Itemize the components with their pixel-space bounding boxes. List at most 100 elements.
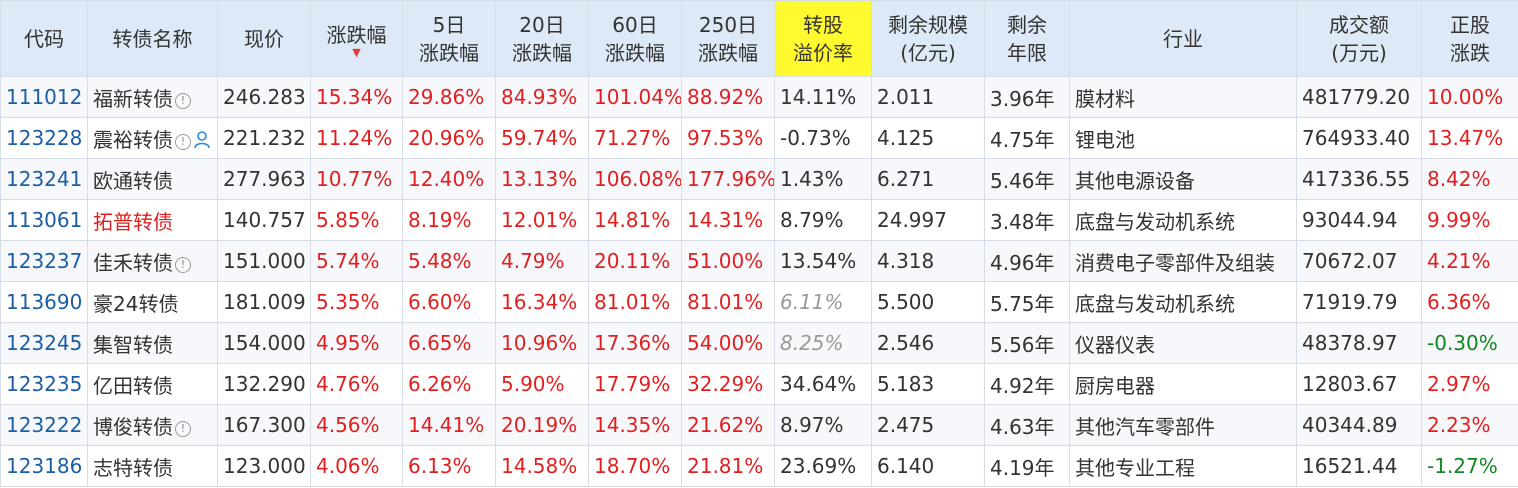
cell-name[interactable]: 志特转债 (87, 445, 218, 487)
cell-code[interactable]: 123186 (0, 445, 88, 487)
cell-value: 仪器仪表 (1075, 332, 1155, 357)
cell-premium: 13.54% (774, 240, 872, 282)
cell-code[interactable]: 113061 (0, 199, 88, 241)
cell-code[interactable]: 111012 (0, 76, 88, 118)
cell-industry: 其他汽车零部件 (1069, 404, 1297, 446)
cell-code[interactable]: 123237 (0, 240, 88, 282)
column-header-label: 行业 (1163, 26, 1203, 51)
cell-name[interactable]: 集智转债 (87, 322, 218, 364)
cell-turnover: 93044.94 (1296, 199, 1422, 241)
column-header-label: 正股 涨跌 (1450, 12, 1490, 65)
cell-code[interactable]: 123245 (0, 322, 88, 364)
cell-premium: 14.11% (774, 76, 872, 118)
table-row[interactable]: 123237 佳禾转债! 151.000 5.74% 5.48% 4.79% 20.11% 5… (0, 240, 1518, 282)
info-circle-icon[interactable]: ! (175, 256, 191, 273)
cell-name[interactable]: 震裕转债! (87, 117, 218, 159)
cell-value: -0.73% (780, 126, 851, 150)
cell-code[interactable]: 123222 (0, 404, 88, 446)
cell-chg20: 16.34% (495, 281, 589, 323)
cell-value: 97.53% (687, 126, 764, 150)
cell-value: 4.56% (316, 413, 380, 437)
table-row[interactable]: 113690 豪24转债 181.009 5.35% 6.60% 16.34% 81.01%… (0, 281, 1518, 323)
person-icon[interactable] (194, 130, 210, 149)
cell-value: -0.30% (1427, 331, 1498, 355)
cell-value: 54.00% (687, 331, 764, 355)
table-row[interactable]: 123222 博俊转债! 167.300 4.56% 14.41% 20.19% 14.35… (0, 404, 1518, 446)
cell-value: 123186 (6, 454, 83, 478)
column-header-stock-chg[interactable]: 正股 涨跌 (1421, 0, 1518, 77)
column-header-chg5[interactable]: 5日 涨跌幅 (402, 0, 496, 77)
cell-scale: 6.271 (871, 158, 985, 200)
cell-name[interactable]: 亿田转债 (87, 363, 218, 405)
table-row[interactable]: 123235 亿田转债 132.290 4.76% 6.26% 5.90% 17.79% 32… (0, 363, 1518, 405)
cell-value: 5.85% (316, 208, 380, 232)
column-header-label: 250日 涨跌幅 (698, 12, 758, 65)
cell-value: 6.271 (877, 167, 935, 191)
cell-chg5: 6.65% (402, 322, 496, 364)
cell-value: 14.11% (780, 85, 857, 109)
column-header-name[interactable]: 转债名称 (87, 0, 218, 77)
bond-name-label: 佳禾转债 (93, 250, 173, 275)
cell-premium: 1.43% (774, 158, 872, 200)
bond-name-label: 志特转债 (93, 455, 173, 480)
column-header-chg[interactable]: 涨跌幅 ▼ (310, 0, 403, 77)
column-header-years[interactable]: 剩余 年限 (984, 0, 1070, 77)
cell-value: 101.04% (594, 85, 682, 109)
cell-years: 4.63年 (984, 404, 1070, 446)
table-row[interactable]: 113061 拓普转债 140.757 5.85% 8.19% 12.01% 14.81% 1… (0, 199, 1518, 241)
sort-desc-icon[interactable]: ▼ (352, 45, 361, 59)
table-row[interactable]: 123228 震裕转债! 221.232 11.24% 20.96% 59.74% 71.2… (0, 117, 1518, 159)
column-header-scale[interactable]: 剩余规模 (亿元) (871, 0, 985, 77)
table-row[interactable]: 111012 福新转债! 246.283 15.34% 29.86% 84.93% 101.… (0, 76, 1518, 118)
cell-value: 8.19% (408, 208, 472, 232)
cell-price: 167.300 (217, 404, 311, 446)
info-circle-icon[interactable]: ! (175, 133, 191, 150)
cell-code[interactable]: 123235 (0, 363, 88, 405)
cell-code[interactable]: 123241 (0, 158, 88, 200)
cell-name[interactable]: 欧通转债 (87, 158, 218, 200)
table-row[interactable]: 123241 欧通转债 277.963 10.77% 12.40% 13.13% 106.0… (0, 158, 1518, 200)
cell-value: 4.96年 (990, 250, 1055, 275)
cell-value: 其他汽车零部件 (1075, 414, 1215, 439)
cell-value: 181.009 (223, 290, 306, 314)
column-header-label: 60日 涨跌幅 (605, 12, 665, 65)
cell-name[interactable]: 豪24转债 (87, 281, 218, 323)
cell-name[interactable]: 拓普转债 (87, 199, 218, 241)
column-header-chg60[interactable]: 60日 涨跌幅 (588, 0, 682, 77)
cell-value: 4.21% (1427, 249, 1491, 273)
column-header-price[interactable]: 现价 (217, 0, 311, 77)
column-header-industry[interactable]: 行业 (1069, 0, 1297, 77)
cell-value: 113061 (6, 208, 83, 232)
cell-price: 277.963 (217, 158, 311, 200)
cell-chg20: 84.93% (495, 76, 589, 118)
cell-name[interactable]: 福新转债! (87, 76, 218, 118)
table-row[interactable]: 123186 志特转债 123.000 4.06% 6.13% 14.58% 18.70% 2… (0, 445, 1518, 487)
cell-code[interactable]: 113690 (0, 281, 88, 323)
cell-value: 13.54% (780, 249, 857, 273)
cell-value: 34.64% (780, 372, 857, 396)
cell-name[interactable]: 博俊转债! (87, 404, 218, 446)
info-circle-icon[interactable]: ! (175, 420, 191, 437)
cell-chg: 5.35% (310, 281, 403, 323)
cell-value: 16521.44 (1302, 454, 1398, 478)
column-header-turnover[interactable]: 成交额 (万元) (1296, 0, 1422, 77)
table-row[interactable]: 123245 集智转债 154.000 4.95% 6.65% 10.96% 17.36% 5… (0, 322, 1518, 364)
column-header-chg250[interactable]: 250日 涨跌幅 (681, 0, 775, 77)
cell-industry: 锂电池 (1069, 117, 1297, 159)
column-header-label: 转股 溢价率 (793, 12, 853, 65)
column-header-code[interactable]: 代码 (0, 0, 88, 77)
cell-value: 113690 (6, 290, 83, 314)
column-header-chg20[interactable]: 20日 涨跌幅 (495, 0, 589, 77)
cell-code[interactable]: 123228 (0, 117, 88, 159)
cell-name[interactable]: 佳禾转债! (87, 240, 218, 282)
cell-chg20: 4.79% (495, 240, 589, 282)
cell-turnover: 48378.97 (1296, 322, 1422, 364)
info-circle-icon[interactable]: ! (175, 92, 191, 109)
column-header-label: 剩余 年限 (1007, 12, 1047, 65)
cell-industry: 其他电源设备 (1069, 158, 1297, 200)
cell-price: 140.757 (217, 199, 311, 241)
cell-value: 18.70% (594, 454, 671, 478)
cell-value: 5.500 (877, 290, 935, 314)
cell-value: 12.01% (501, 208, 578, 232)
column-header-premium[interactable]: 转股 溢价率 (774, 0, 872, 77)
